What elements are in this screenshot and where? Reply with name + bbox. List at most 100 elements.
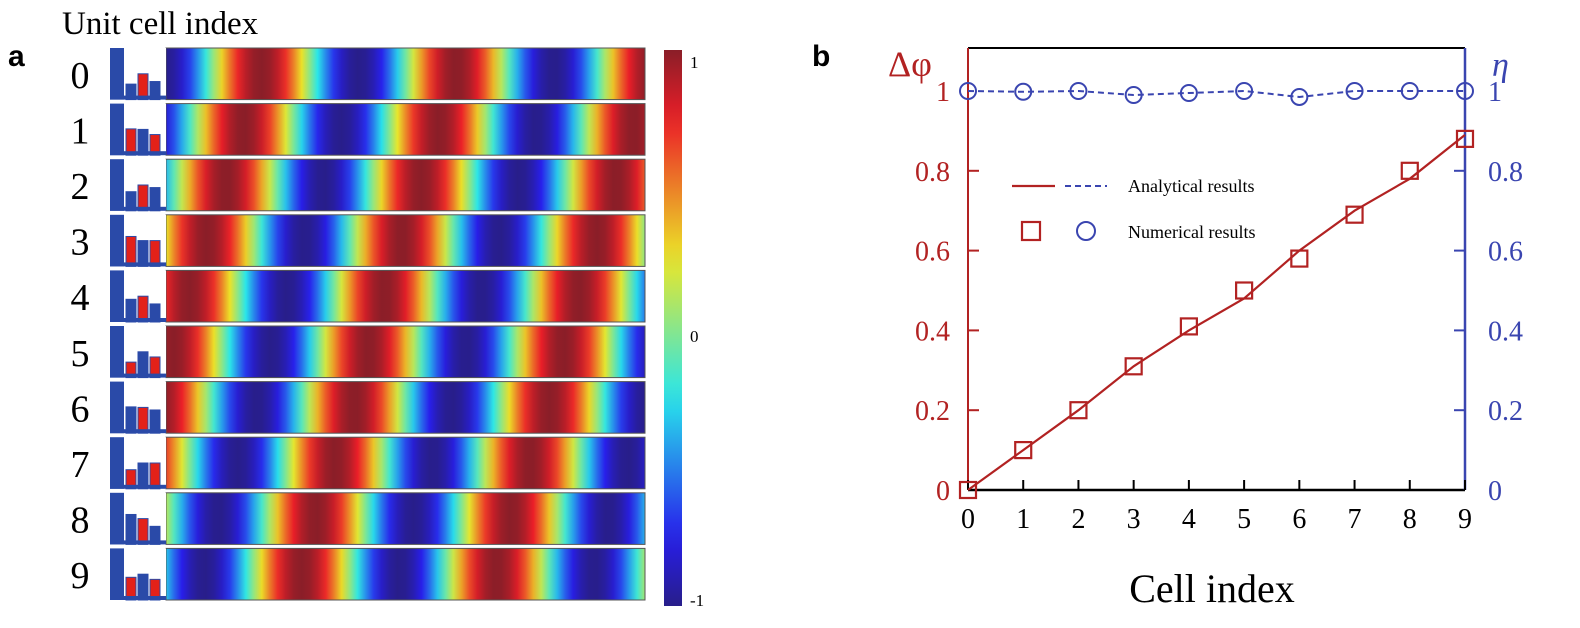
- numerical-efficiency-marker: [1069, 82, 1088, 100]
- x-tick-label: 9: [1458, 504, 1472, 535]
- y-tick-label-right: 0.4: [1488, 316, 1523, 347]
- field-strip: [165, 158, 646, 212]
- analytical-efficiency-line: [967, 89, 1465, 98]
- x-tick-label: 2: [1071, 504, 1085, 535]
- numerical-phase-marker: [1235, 281, 1254, 300]
- y-tick-label-left: 1: [936, 77, 950, 108]
- numerical-efficiency-marker: [1290, 87, 1309, 106]
- unit-cell-pillar: [125, 469, 137, 490]
- field-row: 3: [71, 214, 646, 267]
- row-label: 2: [71, 166, 90, 208]
- x-tick-label: 3: [1127, 504, 1141, 535]
- numerical-phase-marker: [1400, 161, 1419, 180]
- row-label: 0: [71, 55, 90, 97]
- unit-cell-base: [110, 484, 166, 489]
- legend-circle-marker: [1076, 221, 1096, 241]
- numerical-phase-marker: [1124, 357, 1143, 376]
- unit-cell-wall: [110, 326, 124, 378]
- numerical-phase-marker: [1014, 441, 1033, 460]
- unit-cell-pillar: [125, 513, 137, 545]
- unit-cell-base: [110, 151, 166, 156]
- unit-cell-pillar: [125, 235, 137, 267]
- field-row: 1: [71, 103, 646, 156]
- legend-square-marker: [1020, 220, 1042, 242]
- y-tick-label-left: 0.4: [915, 316, 950, 347]
- x-tick-label: 1: [1016, 504, 1030, 535]
- unit-cell-wall: [110, 159, 124, 211]
- y-tick-label-right: 1: [1488, 77, 1502, 108]
- unit-cell-wall: [110, 381, 124, 434]
- colorbar-bar: [664, 50, 682, 606]
- field-strip: [165, 381, 646, 434]
- x-tick-label: 6: [1292, 504, 1306, 535]
- numerical-efficiency-marker: [1456, 82, 1474, 100]
- field-maps: 0 1 2 3 4 5 6 7 8 9: [71, 47, 646, 601]
- row-label: 5: [71, 333, 90, 375]
- unit-cell-wall: [110, 548, 124, 600]
- legend-analytical-label: Analytical results: [1128, 176, 1254, 196]
- y-axis-label-right: η: [1492, 47, 1509, 84]
- y-tick-label-right: 0.2: [1488, 396, 1523, 427]
- unit-cell-wall: [110, 103, 124, 156]
- y-tick-label-right: 0.6: [1488, 237, 1523, 268]
- x-tick-label: 4: [1182, 504, 1196, 535]
- field-strip: [165, 436, 646, 490]
- x-tick-label: 7: [1348, 504, 1362, 535]
- x-tick-label: 0: [961, 504, 975, 535]
- row-label: 6: [71, 388, 90, 430]
- field-strip: [165, 214, 646, 267]
- field-row: 7: [71, 436, 646, 490]
- field-strip: [165, 492, 646, 545]
- field-row: 5: [71, 325, 646, 379]
- numerical-efficiency-marker: [1400, 82, 1419, 100]
- y-tick-label-left: 0.2: [915, 396, 950, 427]
- panel-label-b: b: [812, 40, 830, 73]
- field-row: 8: [71, 492, 646, 545]
- legend-numerical-label: Numerical results: [1128, 222, 1255, 242]
- colorbar-tick-label: -1: [690, 591, 704, 610]
- y-axis-label-left: Δφ: [888, 44, 932, 84]
- numerical-efficiency-marker: [1014, 82, 1033, 101]
- unit-cell-pillar: [137, 73, 149, 101]
- row-label: 9: [71, 555, 90, 597]
- colorbar: 1 0 -1: [664, 50, 704, 610]
- x-tick-label: 8: [1403, 504, 1417, 535]
- row-label: 7: [71, 444, 90, 486]
- field-row: 6: [71, 381, 646, 434]
- field-strip: [165, 103, 646, 156]
- unit-cell-base: [110, 373, 166, 378]
- panel-a-title: Unit cell index: [62, 6, 259, 42]
- field-row: 2: [71, 158, 646, 212]
- unit-cell-base: [110, 596, 166, 600]
- field-strip: [165, 325, 646, 379]
- numerical-phase-marker: [1455, 129, 1475, 148]
- unit-cell-wall: [110, 492, 124, 545]
- y-tick-label-left: 0.8: [915, 157, 950, 188]
- field-strip: [165, 547, 646, 601]
- numerical-phase-marker: [958, 480, 978, 500]
- field-row: 0: [71, 47, 646, 101]
- unit-cell-wall: [110, 214, 124, 267]
- numerical-efficiency-marker: [1345, 82, 1364, 100]
- analytical-phase-line: [967, 134, 1466, 491]
- row-label: 8: [71, 500, 90, 542]
- colorbar-tick-label: 0: [690, 327, 699, 346]
- field-strip: [165, 269, 646, 323]
- numerical-phase-marker: [1179, 317, 1198, 336]
- unit-cell-base: [110, 429, 166, 434]
- numerical-efficiency-marker: [1235, 82, 1254, 100]
- numerical-efficiency-marker: [959, 82, 977, 100]
- row-label: 3: [71, 222, 90, 264]
- panel-label-a: a: [8, 40, 25, 73]
- unit-cell-wall: [110, 48, 124, 100]
- row-label: 4: [71, 277, 90, 319]
- unit-cell-pillar: [125, 83, 137, 101]
- numerical-efficiency-marker: [1179, 83, 1198, 102]
- x-tick-label: 5: [1237, 504, 1251, 535]
- unit-cell-wall: [110, 437, 124, 489]
- unit-cell-base: [110, 95, 166, 100]
- colorbar-tick-label: 1: [690, 53, 699, 72]
- y-tick-label-left: 0: [936, 476, 950, 507]
- field-row: 9: [71, 547, 646, 601]
